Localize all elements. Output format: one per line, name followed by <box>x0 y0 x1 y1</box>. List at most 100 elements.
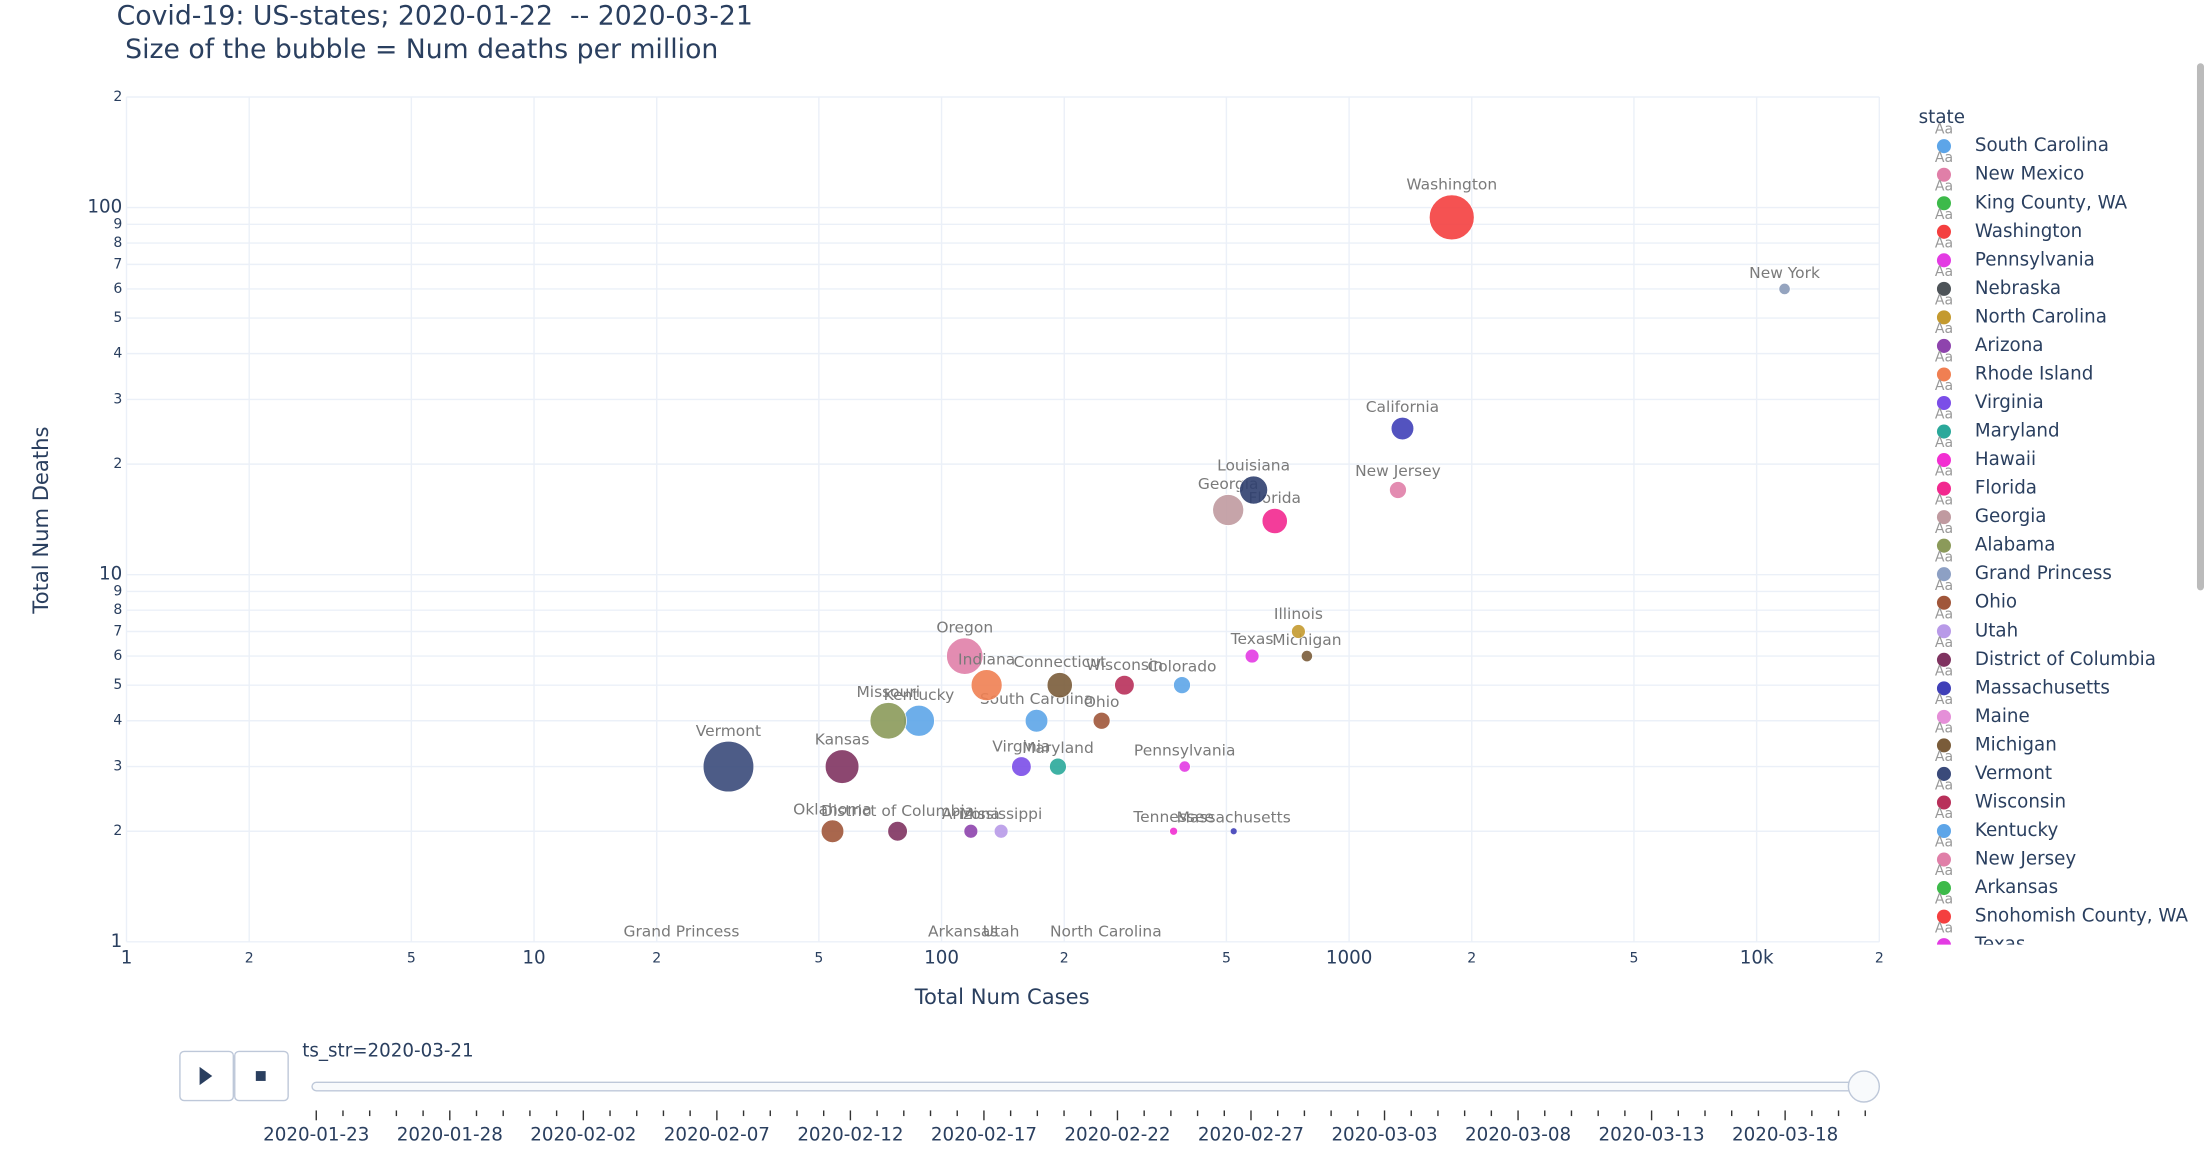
legend-label: South Carolina <box>1975 135 2109 156</box>
legend-symbol-text: Aa <box>1935 407 1953 423</box>
legend-marker <box>1936 738 1951 753</box>
legend-marker <box>1936 909 1951 924</box>
play-button[interactable] <box>179 1050 235 1102</box>
slider-tick-label: 2020-01-23 <box>263 1125 369 1146</box>
x-tick-label: 5 <box>407 951 416 967</box>
bubble-label: Maryland <box>1022 739 1094 757</box>
legend-symbol-text: Aa <box>1935 235 1953 251</box>
legend-label: Texas <box>1974 934 2025 955</box>
x-axis-label: Total Num Cases <box>914 984 1090 1009</box>
legend-symbol-text: Aa <box>1935 1149 1953 1156</box>
slider-current-label: ts_str=2020-03-21 <box>302 1040 473 1061</box>
legend-marker <box>1936 196 1951 211</box>
grid <box>125 96 1881 943</box>
legend-label: Grand Princess <box>1975 563 2112 584</box>
bubble <box>1261 507 1288 534</box>
slider-knob[interactable] <box>1847 1070 1881 1103</box>
chart-title: Covid-19: US-states; 2020-01-22 -- 2020-… <box>117 0 753 31</box>
bubble <box>1778 282 1791 295</box>
legend-symbol-text: Aa <box>1935 1120 1953 1136</box>
y-tick-label: 8 <box>113 602 122 618</box>
legend-symbol-text: Aa <box>1935 264 1953 280</box>
legend-marker <box>1936 852 1951 867</box>
bubble-label: Washington <box>1406 176 1497 194</box>
legend-symbol-text: Aa <box>1935 835 1953 851</box>
legend-label: Michigan <box>1975 734 2057 755</box>
legend-marker <box>1936 681 1951 696</box>
y-axis-label: Total Num Deaths <box>28 427 53 615</box>
bubble-label: Kentucky <box>884 686 955 704</box>
bubble-label: California <box>1366 398 1439 416</box>
bubble <box>1114 675 1135 696</box>
bubble <box>1169 826 1178 836</box>
bubble-label: Arizona <box>942 805 1000 823</box>
legend-marker <box>1936 310 1951 325</box>
bubble <box>1092 711 1111 730</box>
bubble-label: Wisconsin <box>1086 656 1163 674</box>
legend-marker <box>1936 167 1951 182</box>
legend-label: Snohomish County, WA <box>1975 906 2189 927</box>
legend-symbol-text: Aa <box>1935 321 1953 337</box>
bubble-label: Colorado <box>1147 657 1216 675</box>
legend-symbol-text: Aa <box>1935 464 1953 480</box>
legend-marker <box>1936 624 1951 639</box>
legend-marker <box>1936 338 1951 353</box>
legend-symbol-text: Aa <box>1935 749 1953 765</box>
legend-label: Georgia <box>1975 506 2047 527</box>
slider-track[interactable] <box>311 1081 1868 1092</box>
legend-marker <box>1937 995 1951 1009</box>
legend-marker <box>1936 253 1951 268</box>
legend-symbol-text: Aa <box>1935 977 1953 993</box>
bubble <box>1011 756 1032 777</box>
bubble-label: Illinois <box>1274 605 1323 623</box>
x-tick-label: 100 <box>924 948 959 969</box>
legend-symbol-text: Aa <box>1935 892 1953 908</box>
legend-label: Colorado <box>1975 1077 2057 1098</box>
x-tick-label: 5 <box>1222 951 1231 967</box>
bubble <box>1239 475 1268 505</box>
slider-tick-label: 2020-01-28 <box>397 1125 503 1146</box>
bubble <box>946 637 984 675</box>
bubble <box>1049 757 1067 776</box>
legend-label: Washington <box>1975 221 2082 242</box>
legend-symbol-text: Aa <box>1935 293 1953 309</box>
legend-scrollbar[interactable] <box>2196 63 2204 591</box>
y-tick-label: 8 <box>113 235 122 251</box>
bubble-label: Massachusetts <box>1177 808 1291 826</box>
bubble-label: Connecticut <box>1013 653 1106 671</box>
y-tick-label: 5 <box>113 677 122 693</box>
legend-marker <box>1936 281 1951 296</box>
slider-tick-label: 2020-02-07 <box>664 1125 770 1146</box>
legend-marker <box>1936 823 1951 839</box>
x-tick-label: 5 <box>814 951 823 967</box>
ticks: 1 2 5 10 2 5 100 2 5 1000 2 5 10k 2123456789102345678… <box>87 89 1883 969</box>
y-tick-label: 9 <box>113 216 122 232</box>
stop-button[interactable] <box>234 1050 289 1102</box>
bubble-label: Oklahoma <box>793 801 872 819</box>
slider-tick-label: 2020-03-03 <box>1331 1125 1437 1146</box>
legend-label: Connecticut <box>1975 1105 2084 1126</box>
bubble-label: Missouri <box>856 683 920 701</box>
legend-symbol-text: Aa <box>1935 635 1953 651</box>
legend-marker <box>1937 1024 1951 1038</box>
bubble <box>887 821 908 842</box>
legend-symbol-text: Aa <box>1935 521 1953 537</box>
y-tick-label: 6 <box>113 281 122 297</box>
x-tick-label: 1000 <box>1326 948 1373 969</box>
bubble <box>869 702 907 740</box>
legend-label: Nebraska <box>1975 278 2061 299</box>
slider-tick-label: 2020-02-27 <box>1198 1125 1304 1146</box>
bubble <box>1291 624 1306 639</box>
legend-label: Alabama <box>1975 535 2056 556</box>
bubble <box>970 669 1003 702</box>
bubble <box>1389 481 1407 499</box>
y-tick-label: 3 <box>113 759 122 775</box>
x-tick-label: 2 <box>652 951 661 967</box>
bubble-label: Kansas <box>815 730 870 748</box>
legend-symbol-text: Aa <box>1935 1034 1953 1050</box>
bubble-label: Vermont <box>696 722 761 740</box>
legend-symbol-text: Aa <box>1935 1006 1953 1022</box>
chart-subtitle: Size of the bubble = Num deaths per mill… <box>117 34 719 65</box>
legend-symbol-text: Aa <box>1935 1063 1953 1079</box>
y-tick-label: 100 <box>87 197 122 218</box>
